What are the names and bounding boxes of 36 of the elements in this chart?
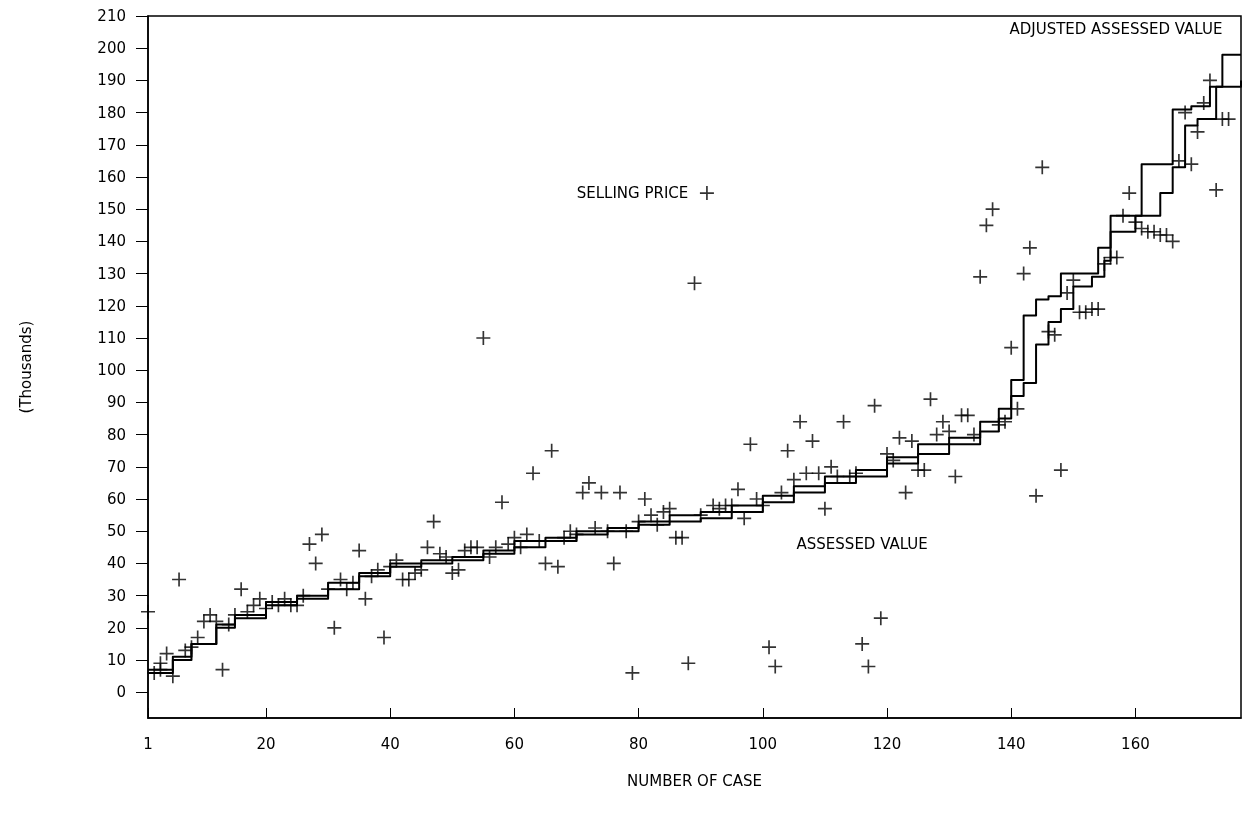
y-tick-label: 70 bbox=[106, 457, 126, 476]
y-tick-label: 140 bbox=[97, 232, 126, 251]
x-tick-label: 60 bbox=[504, 734, 524, 753]
y-tick-label: 190 bbox=[97, 71, 126, 90]
x-tick-label: 160 bbox=[1121, 734, 1150, 753]
y-tick-label: 120 bbox=[97, 296, 126, 315]
y-tick-label: 80 bbox=[106, 425, 126, 444]
y-tick-label: 10 bbox=[106, 651, 126, 670]
y-tick-label: 30 bbox=[106, 586, 126, 605]
y-tick-label: 200 bbox=[97, 39, 126, 58]
y-axis-title: (Thousands) bbox=[16, 320, 35, 414]
x-tick-label: 40 bbox=[380, 734, 400, 753]
y-tick-label: 110 bbox=[97, 329, 126, 348]
x-tick-label: 80 bbox=[629, 734, 649, 753]
y-tick-label: 210 bbox=[97, 7, 126, 25]
y-tick-label: 130 bbox=[97, 264, 126, 283]
series-label: ADJUSTED ASSESSED VALUE bbox=[1009, 19, 1223, 38]
y-tick-label: 180 bbox=[97, 103, 126, 122]
series-label: SELLING PRICE bbox=[576, 184, 689, 203]
y-tick-label: 150 bbox=[97, 200, 126, 219]
x-tick-label: 140 bbox=[996, 734, 1026, 753]
text: ASSESSED VALUE bbox=[796, 535, 928, 554]
y-tick-label: 50 bbox=[106, 522, 126, 541]
y-tick-label: 170 bbox=[97, 135, 126, 154]
y-tick-label: 160 bbox=[97, 168, 126, 187]
y-tick-label: 90 bbox=[106, 393, 126, 412]
x-tick-label: 120 bbox=[872, 734, 902, 753]
x-axis-title: NUMBER OF CASE bbox=[626, 771, 763, 790]
y-tick-label: 0 bbox=[116, 683, 126, 702]
x-tick-label: 20 bbox=[256, 734, 276, 753]
y-tick-label: 100 bbox=[97, 361, 126, 380]
x-tick-label: 1 bbox=[143, 734, 153, 753]
y-tick-label: 60 bbox=[106, 490, 126, 509]
y-tick-label: 40 bbox=[106, 554, 126, 573]
x-tick-label: 100 bbox=[748, 734, 778, 753]
y-tick-label: 20 bbox=[106, 618, 126, 637]
